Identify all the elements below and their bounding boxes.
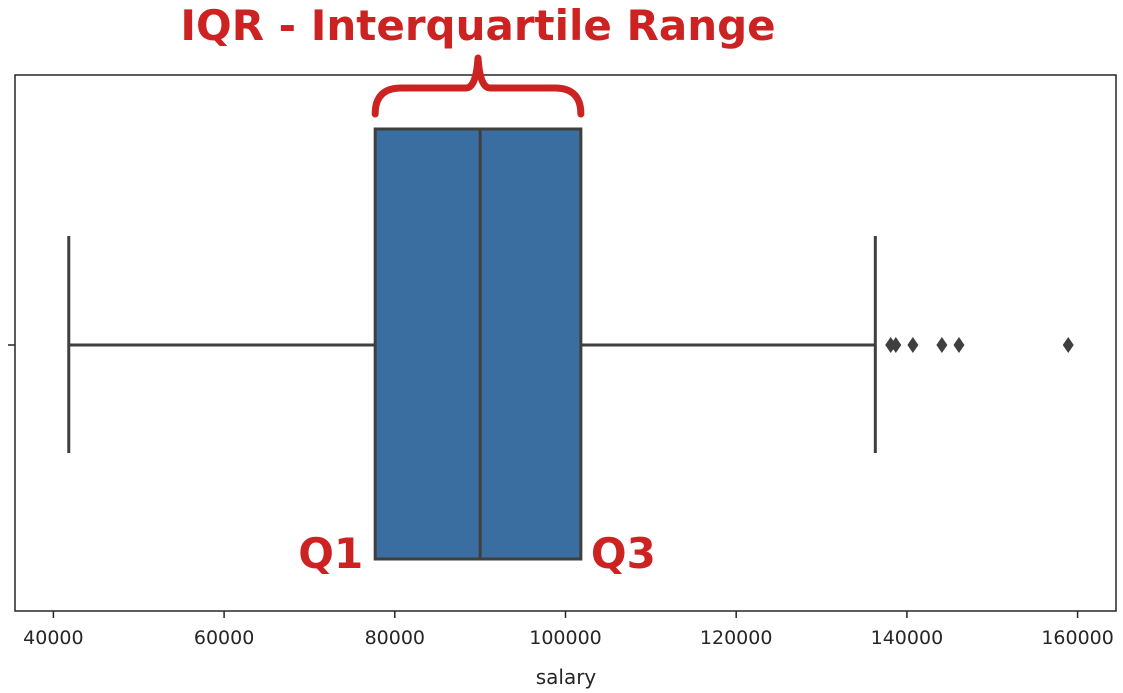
iqr-brace <box>371 54 585 118</box>
whiskers <box>67 236 877 453</box>
x-tick-label-140000: 140000 <box>871 627 944 649</box>
x-axis-label: salary <box>536 665 597 689</box>
outlier-point-2 <box>890 337 902 353</box>
x-tick-label-60000: 60000 <box>194 627 254 649</box>
x-axis-ticks: 40000 60000 80000 100000 120000 140000 160000 <box>23 611 1114 649</box>
iqr-box <box>373 127 583 561</box>
x-tick-label-80000: 80000 <box>365 627 425 649</box>
x-tick-label-40000: 40000 <box>23 627 83 649</box>
iqr-annotation-title: IQR - Interquartile Range <box>180 1 775 50</box>
x-tick-label-120000: 120000 <box>700 627 773 649</box>
outlier-point-3 <box>907 337 919 353</box>
q1-label: Q1 <box>298 529 363 578</box>
outliers <box>885 337 1074 353</box>
x-tick-label-160000: 160000 <box>1041 627 1114 649</box>
outlier-point-4 <box>936 337 948 353</box>
box-group <box>373 127 583 561</box>
outlier-point-5 <box>953 337 965 353</box>
outlier-point-6 <box>1062 337 1074 353</box>
x-tick-label-100000: 100000 <box>529 627 602 649</box>
q3-label: Q3 <box>591 529 656 578</box>
